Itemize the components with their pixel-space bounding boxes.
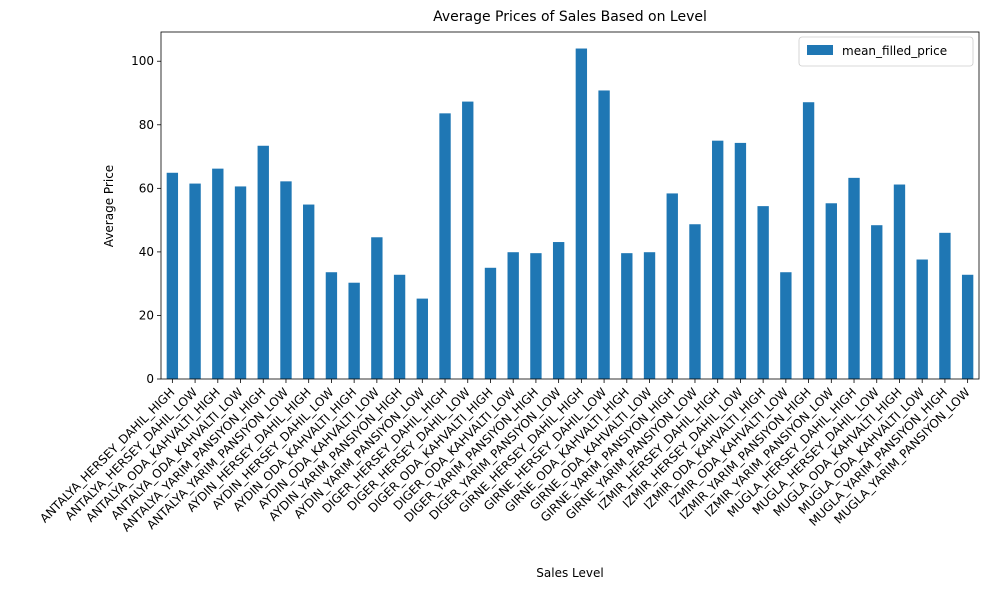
chart-title: Average Prices of Sales Based on Level	[433, 9, 707, 25]
y-tick-label: 20	[139, 308, 154, 322]
y-axis-label: Average Price	[102, 165, 116, 247]
x-axis-label: Sales Level	[536, 566, 603, 580]
bar	[961, 274, 974, 379]
bar	[689, 224, 701, 379]
bar	[939, 232, 951, 379]
bar	[666, 193, 678, 379]
y-tick-label: 40	[139, 245, 154, 259]
bar	[552, 242, 565, 379]
bar	[507, 252, 519, 379]
bar	[893, 184, 906, 379]
bar	[757, 206, 769, 379]
bar	[393, 274, 406, 379]
bar	[189, 183, 201, 379]
bar	[484, 267, 497, 379]
legend-label: mean_filled_price	[842, 44, 947, 58]
bar	[462, 101, 474, 379]
bar	[643, 252, 656, 379]
bar	[371, 237, 383, 379]
y-tick-label: 0	[146, 372, 154, 386]
bar	[734, 142, 747, 379]
bar	[848, 177, 860, 379]
bar	[916, 259, 928, 379]
bar	[325, 272, 338, 379]
y-tick-label: 80	[139, 118, 154, 132]
bar	[257, 145, 269, 379]
y-axis: 0 20 40 60 80 100	[131, 54, 161, 386]
bar	[280, 181, 292, 379]
bar	[303, 204, 315, 379]
plot-frame	[160, 31, 980, 380]
y-tick-label: 100	[131, 54, 154, 68]
bar	[780, 272, 792, 379]
bar	[234, 186, 247, 379]
y-tick-label: 60	[139, 181, 154, 195]
bar	[416, 298, 428, 379]
bar	[598, 90, 610, 379]
bar	[166, 172, 179, 379]
legend-swatch	[807, 45, 833, 55]
bar	[871, 225, 883, 379]
bar	[621, 253, 633, 379]
bar	[575, 48, 588, 380]
bar	[212, 168, 224, 379]
bars-layer	[166, 48, 974, 380]
legend: mean_filled_price	[798, 36, 974, 67]
bar	[348, 282, 360, 379]
bar	[439, 113, 451, 379]
bar	[712, 140, 724, 379]
bar	[530, 253, 542, 379]
legend-box	[798, 36, 974, 67]
bar	[802, 102, 815, 379]
bar	[825, 203, 837, 379]
